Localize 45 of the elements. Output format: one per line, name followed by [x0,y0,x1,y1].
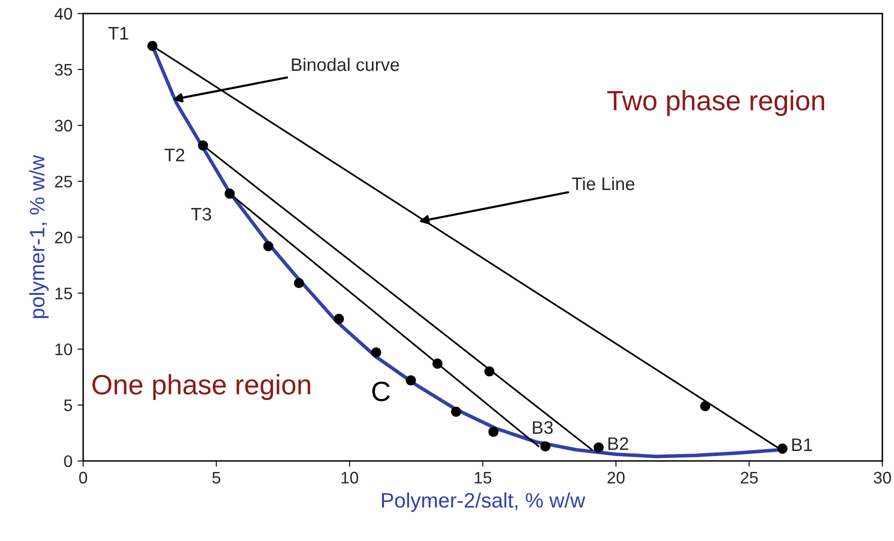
annotation: C [372,382,390,402]
point [451,406,462,417]
point [594,442,604,453]
annotation: T1 [108,27,128,40]
point [540,441,550,452]
y-tick-label: 5 [64,400,72,412]
y-tick-label: 25 [55,176,72,188]
x-tick-label: 25 [740,472,758,484]
point [484,366,495,377]
x-tick-label: 10 [342,472,358,484]
point [777,444,788,454]
annotation: T2 [164,148,184,162]
annotation: T3 [191,208,212,221]
x-tick-label: 15 [474,472,492,484]
point [224,188,235,199]
point [371,347,382,358]
point [263,241,274,252]
x-tick-label: 5 [212,472,220,484]
annotation: One phase region [92,374,310,400]
annotation: Two phase region [607,90,824,116]
point [294,278,304,288]
annotation: B1 [792,438,812,451]
point [334,314,344,324]
y-tick-label: 40 [54,8,72,20]
x-tick-label: 0 [79,472,88,484]
point [432,358,443,369]
annotation: Tie Line [572,176,634,190]
y-tick-label: 20 [55,232,72,244]
point [488,426,499,437]
y-tick-label: 10 [55,343,72,356]
x-axis-title: Polymer-2/salt, % w/w [382,492,586,512]
x-tick-label: 30 [874,472,891,484]
point [147,40,158,52]
x-tick-label: 20 [608,472,625,484]
annotation: Binodal curve [292,58,400,72]
y-tick-label: 0 [64,455,72,468]
annotation: B2 [608,437,628,450]
point [406,375,416,386]
y-axis-title: polymer-1, % w/w [29,154,49,318]
annotation: B3 [532,421,553,434]
point [700,401,710,412]
point [198,140,208,151]
y-tick-label: 15 [55,288,72,300]
y-tick-label: 35 [54,64,72,76]
y-tick-label: 30 [54,120,72,132]
